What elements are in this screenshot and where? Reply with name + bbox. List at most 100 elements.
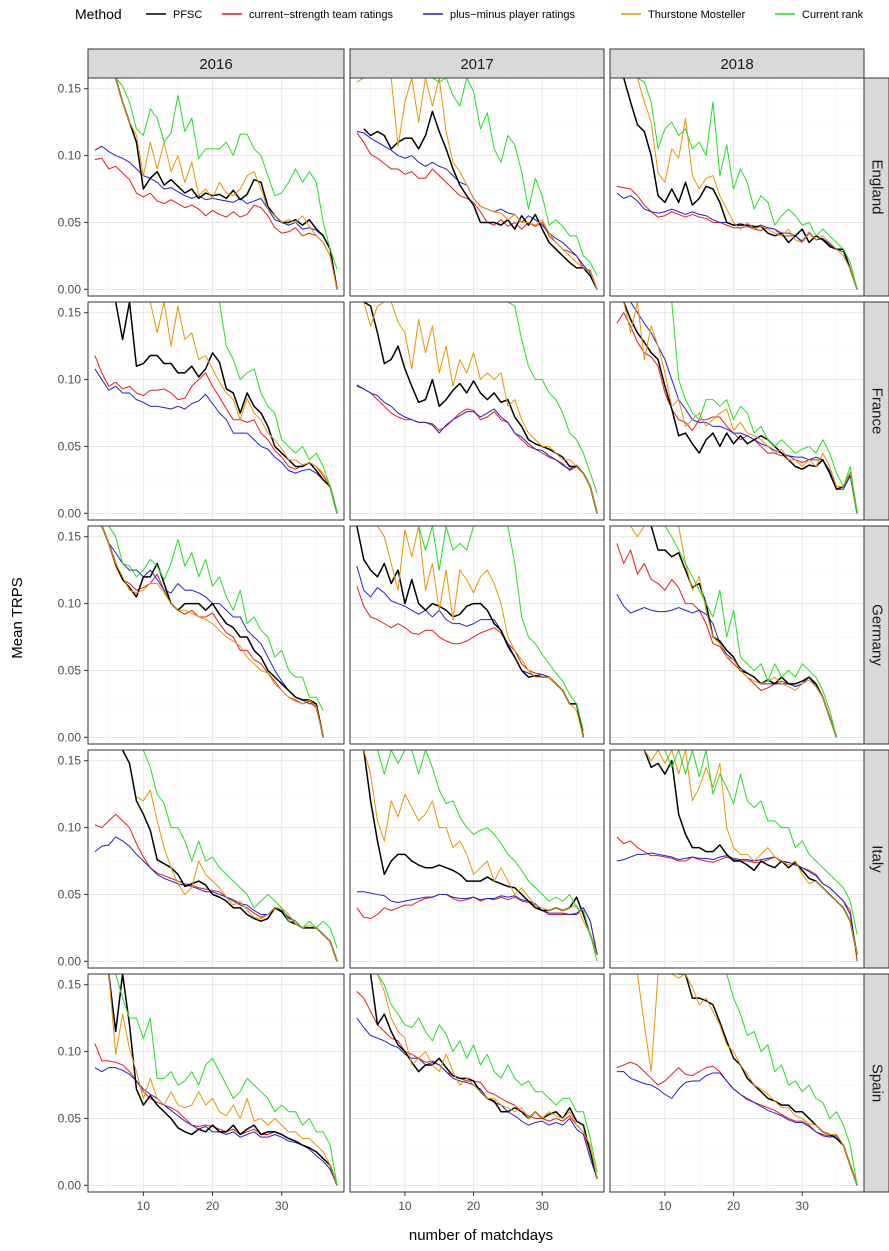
panel-background bbox=[88, 78, 344, 296]
y-tick-label: 0.00 bbox=[58, 1178, 82, 1192]
series-line-current-rank bbox=[115, 302, 338, 514]
panel-border bbox=[87, 973, 345, 1193]
row-strip-label: France bbox=[869, 388, 886, 435]
series-line-plus-minus-player-ratings bbox=[356, 891, 598, 955]
row-strip-label: Italy bbox=[869, 845, 886, 873]
panel-background bbox=[610, 974, 864, 1192]
panel-France-2016 bbox=[87, 301, 345, 521]
series-line-plus-minus-player-ratings bbox=[94, 145, 338, 290]
y-tick-label: 0.10 bbox=[58, 373, 82, 387]
legend-label-3: Thurstone Mosteller bbox=[648, 9, 746, 21]
x-tick-label: 30 bbox=[796, 1199, 810, 1213]
column-strip-label: 2017 bbox=[460, 56, 493, 73]
panel-border bbox=[87, 301, 345, 521]
series-line-thurstone-mosteller bbox=[370, 974, 598, 1179]
legend-label-4: Current rank bbox=[802, 9, 864, 21]
row-strip-label: England bbox=[869, 159, 886, 214]
series-line-thurstone-mosteller bbox=[356, 78, 598, 290]
panel-France-2018 bbox=[609, 301, 865, 521]
panel-background bbox=[350, 78, 604, 296]
series-line-thurstone-mosteller bbox=[363, 526, 584, 738]
series-line-thurstone-mosteller bbox=[115, 302, 338, 514]
panel-Spain-2017 bbox=[349, 973, 605, 1193]
series-line-pfsc bbox=[623, 302, 858, 514]
panel-border bbox=[349, 301, 605, 521]
series-line-pfsc bbox=[623, 78, 858, 290]
series-group bbox=[616, 302, 858, 514]
panel-background bbox=[350, 974, 604, 1192]
panel-background bbox=[350, 302, 604, 520]
legend-label-1: current−strength team ratings bbox=[249, 9, 393, 21]
series-group bbox=[356, 750, 598, 962]
column-strip-2018 bbox=[609, 48, 865, 79]
x-tick-label: 10 bbox=[137, 1199, 151, 1213]
legend-label-2: plus−minus player ratings bbox=[450, 9, 576, 21]
series-group bbox=[616, 526, 838, 738]
panel-Germany-2018 bbox=[609, 525, 865, 745]
series-group bbox=[356, 302, 598, 514]
legend-items: PFSC current−strength team ratings plus−mi… bbox=[146, 9, 864, 21]
series-line-current-rank bbox=[363, 302, 598, 494]
series-group bbox=[94, 974, 338, 1186]
series-line-current-rank bbox=[637, 78, 858, 290]
panel-background bbox=[88, 974, 344, 1192]
series-line-current-rank bbox=[363, 750, 598, 962]
y-tick-label: 0.05 bbox=[58, 663, 82, 677]
x-tick-label: 10 bbox=[658, 1199, 672, 1213]
series-line-thurstone-mosteller bbox=[630, 974, 858, 1186]
panel-Spain-2016 bbox=[87, 973, 345, 1193]
series-line-thurstone-mosteller bbox=[630, 526, 838, 738]
series-line-thurstone-mosteller bbox=[363, 302, 598, 514]
series-line-current-rank bbox=[101, 526, 324, 711]
panel-Italy-2018 bbox=[609, 749, 865, 969]
series-line-thurstone-mosteller bbox=[363, 750, 598, 955]
y-tick-label: 0.15 bbox=[58, 754, 82, 768]
panel-background bbox=[610, 78, 864, 296]
x-tick-label: 20 bbox=[206, 1199, 220, 1213]
x-tick-label: 30 bbox=[275, 1199, 289, 1213]
y-axis-label: Mean TRPS bbox=[9, 577, 26, 658]
series-line-pfsc bbox=[108, 974, 338, 1186]
panel-border bbox=[87, 525, 345, 745]
panel-France-2017 bbox=[349, 301, 605, 521]
legend-label-0: PFSC bbox=[173, 9, 202, 21]
series-line-current-rank bbox=[664, 750, 858, 935]
row-strip-Germany bbox=[863, 525, 889, 745]
column-strip-2017 bbox=[349, 48, 605, 79]
series-line-current-rank bbox=[363, 526, 584, 731]
column-strip-label: 2018 bbox=[720, 56, 753, 73]
panel-Spain-2018 bbox=[609, 973, 865, 1193]
series-group bbox=[94, 78, 338, 290]
row-strip-label: Spain bbox=[869, 1064, 886, 1102]
y-tick-label: 0.15 bbox=[58, 530, 82, 544]
panel-border bbox=[349, 525, 605, 745]
y-tick-label: 0.00 bbox=[58, 282, 82, 296]
panel-Italy-2016 bbox=[87, 749, 345, 969]
series-line-current-rank bbox=[726, 974, 858, 1186]
y-tick-label: 0.05 bbox=[58, 887, 82, 901]
y-tick-label: 0.10 bbox=[58, 149, 82, 163]
y-tick-label: 0.10 bbox=[58, 821, 82, 835]
series-line-thurstone-mosteller bbox=[108, 974, 338, 1186]
y-tick-label: 0.00 bbox=[58, 506, 82, 520]
series-line-plus-minus-player-ratings bbox=[616, 852, 858, 955]
y-tick-label: 0.15 bbox=[58, 82, 82, 96]
y-tick-label: 0.15 bbox=[58, 978, 82, 992]
x-tick-label: 20 bbox=[727, 1199, 741, 1213]
series-line-plus-minus-player-ratings bbox=[616, 593, 838, 738]
series-group bbox=[94, 302, 338, 514]
series-line-thurstone-mosteller bbox=[101, 526, 324, 738]
series-line-plus-minus-player-ratings bbox=[356, 384, 598, 514]
series-line-plus-minus-player-ratings bbox=[94, 368, 338, 514]
series-line-plus-minus-player-ratings bbox=[356, 565, 584, 738]
row-strip-Spain bbox=[863, 973, 889, 1193]
row-strip-England bbox=[863, 77, 889, 297]
series-line-current-rank bbox=[356, 78, 598, 277]
panel-Italy-2017 bbox=[349, 749, 605, 969]
y-tick-label: 0.05 bbox=[58, 439, 82, 453]
row-strip-label: Germany bbox=[869, 604, 886, 666]
y-tick-label: 0.05 bbox=[58, 215, 82, 229]
panel-England-2018 bbox=[609, 77, 865, 297]
panel-background bbox=[88, 750, 344, 968]
row-strip-Italy bbox=[863, 749, 889, 969]
